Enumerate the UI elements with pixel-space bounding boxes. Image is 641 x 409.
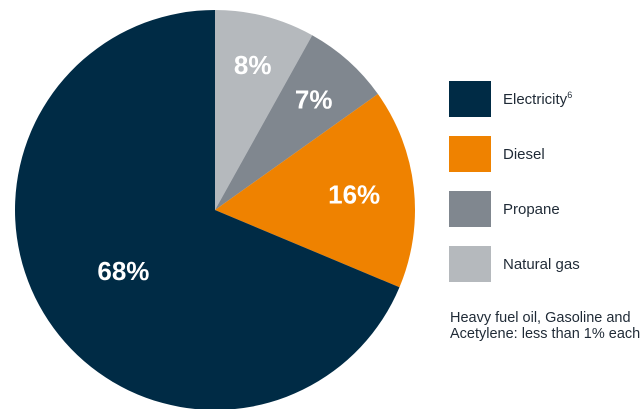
legend-swatch-propane [449, 191, 491, 227]
legend-swatch-natural-gas [449, 246, 491, 282]
legend-label-natural-gas: Natural gas [503, 255, 580, 273]
legend-swatch-electricity [449, 81, 491, 117]
legend-item-diesel: Diesel [449, 136, 639, 172]
pie-slice-electricity [15, 10, 400, 409]
chart-note: Heavy fuel oil, Gasoline and Acetylene: … [450, 310, 641, 342]
pie-slice-diesel [215, 93, 415, 288]
pie-chart: 8% 7% 16% 68% [15, 10, 415, 409]
legend: Electricity6 Diesel Propane Natural gas [449, 81, 639, 301]
legend-item-propane: Propane [449, 191, 639, 227]
slice-label-propane: 7% [295, 85, 333, 115]
slice-label-electricity: 68% [97, 256, 149, 286]
pie-slice-natural-gas [215, 10, 313, 210]
legend-label-diesel: Diesel [503, 145, 545, 163]
legend-footnote-marker: 6 [567, 89, 573, 100]
slice-label-diesel: 16% [328, 179, 380, 209]
legend-label-electricity: Electricity6 [503, 89, 573, 108]
slice-label-natural-gas: 8% [234, 50, 272, 80]
legend-item-natural-gas: Natural gas [449, 246, 639, 282]
legend-label-propane: Propane [503, 200, 560, 218]
legend-swatch-diesel [449, 136, 491, 172]
legend-item-electricity: Electricity6 [449, 81, 639, 117]
pie-slice-propane [215, 35, 378, 210]
